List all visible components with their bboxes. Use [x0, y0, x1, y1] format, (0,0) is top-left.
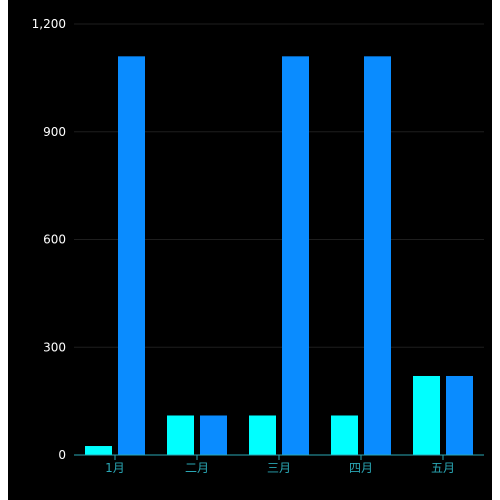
tick-labels: 0 300 600 900 1,200 1月 二月 三月 四月 五月 [32, 17, 455, 475]
y-tick-label: 1,200 [32, 17, 66, 31]
y-tick-label: 300 [43, 340, 66, 354]
bar-chart: 0 300 600 900 1,200 1月 二月 三月 四月 五月 [32, 17, 484, 475]
y-tick-label: 600 [43, 233, 66, 247]
x-tick-label: 二月 [185, 461, 209, 475]
chart-plot-area: 0 300 600 900 1,200 1月 二月 三月 四月 五月 [8, 0, 492, 500]
x-tick-label: 1月 [105, 461, 125, 475]
x-tick-label: 三月 [267, 461, 291, 475]
y-tick-label: 900 [43, 125, 66, 139]
axes [74, 454, 484, 460]
bar [446, 375, 473, 455]
bar [249, 415, 276, 455]
bar [200, 415, 227, 455]
bar [167, 415, 194, 455]
bar [331, 415, 358, 455]
bar [413, 375, 440, 455]
y-tick-label: 0 [58, 448, 66, 462]
bar [85, 446, 112, 455]
x-tick-label: 五月 [431, 461, 455, 475]
bar [282, 56, 309, 455]
x-tick-label: 四月 [349, 461, 373, 475]
bar [364, 56, 391, 455]
bar [118, 56, 145, 455]
bar-series [85, 56, 473, 455]
